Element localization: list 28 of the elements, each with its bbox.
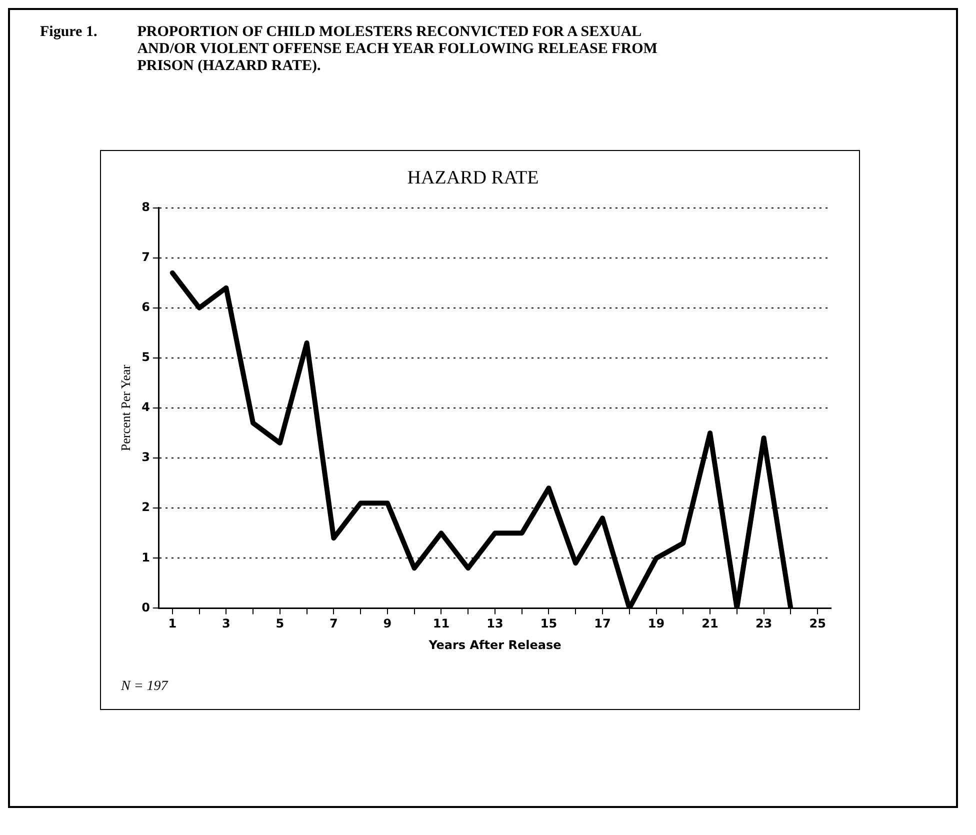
caption: Figure 1. bbox=[40, 24, 98, 42]
x-tick-label: 25 bbox=[809, 616, 826, 631]
y-tick-label: 8 bbox=[142, 200, 150, 214]
y-tick-label: 4 bbox=[142, 400, 150, 414]
y-tick-label: 7 bbox=[142, 250, 150, 264]
text: N = 197 bbox=[121, 679, 168, 695]
x-tick-label: 21 bbox=[702, 616, 718, 631]
x-tick-label: 9 bbox=[383, 616, 392, 631]
y-axis-title: Percent Per Year bbox=[118, 364, 134, 452]
x-tick-label: 5 bbox=[276, 616, 284, 631]
y-tick-label: 6 bbox=[142, 300, 150, 314]
x-tick-label: 13 bbox=[486, 616, 504, 631]
x-tick-label: 3 bbox=[222, 616, 230, 631]
y-tick-label: 2 bbox=[142, 500, 150, 514]
x-tick-label: 23 bbox=[755, 616, 772, 631]
x-tick-label: 7 bbox=[330, 616, 338, 631]
y-tick-label: 0 bbox=[142, 600, 150, 614]
x-tick-label: 17 bbox=[594, 616, 611, 631]
text: PROPORTION OF CHILD MOLESTERS RECONVICTED FOR A SEXUAL AND/OR VIOLENT OFFENSE EACH YEAR FOLLOWING RELEASE FROM PRISON (HAZARD RATE). bbox=[137, 24, 658, 75]
x-tick-label: 1 bbox=[168, 616, 177, 631]
chart-title: HAZARD RATE bbox=[407, 167, 539, 188]
x-tick-label: 11 bbox=[432, 616, 450, 631]
x-axis-title: Years After Release bbox=[428, 638, 562, 652]
y-tick-label: 1 bbox=[142, 550, 150, 564]
y-tick-label: 5 bbox=[142, 350, 150, 364]
x-tick-label: 15 bbox=[540, 616, 558, 631]
y-tick-label: 3 bbox=[142, 450, 150, 464]
x-tick-label: 19 bbox=[648, 616, 665, 631]
